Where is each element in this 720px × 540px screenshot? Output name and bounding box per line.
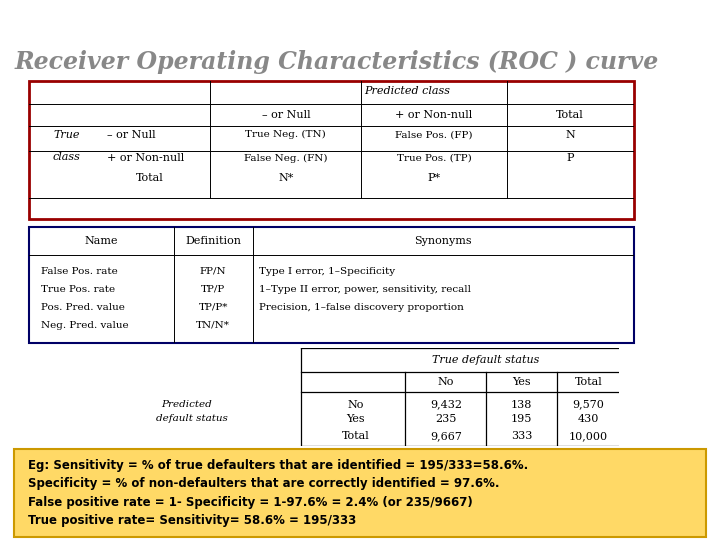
Text: True Pos. rate: True Pos. rate: [41, 285, 115, 294]
Text: P*: P*: [428, 173, 441, 183]
Text: 430: 430: [577, 414, 599, 424]
Text: TN/N*: TN/N*: [197, 321, 230, 330]
Text: No: No: [347, 400, 364, 410]
Text: – or Null: – or Null: [261, 110, 310, 120]
Text: STT592-002  Intro. to Statistical Learning: STT592-002 Intro. to Statistical Learnin…: [217, 13, 459, 26]
Text: True default status: True default status: [433, 355, 540, 365]
Text: 235: 235: [435, 414, 456, 424]
Text: Receiver Operating Characteristics (ROC ) curve: Receiver Operating Characteristics (ROC …: [14, 50, 659, 74]
Text: Predicted class: Predicted class: [364, 86, 450, 96]
Text: True Pos. (TP): True Pos. (TP): [397, 153, 472, 163]
Text: + or Non-null: + or Non-null: [107, 153, 184, 163]
Text: Total: Total: [136, 173, 163, 183]
Text: Definition: Definition: [185, 237, 241, 246]
Text: P: P: [567, 153, 574, 163]
Text: Eg: Sensitivity = % of true defaulters that are identified = 195/333=58.6%.: Eg: Sensitivity = % of true defaulters t…: [28, 458, 528, 471]
Text: 333: 333: [511, 431, 533, 441]
Text: N: N: [565, 130, 575, 140]
Text: N*: N*: [278, 173, 294, 183]
Text: Type I error, 1–Specificity: Type I error, 1–Specificity: [258, 267, 395, 276]
Text: Total: Total: [575, 377, 602, 387]
Text: Pos. Pred. value: Pos. Pred. value: [41, 303, 125, 312]
Text: 9,667: 9,667: [430, 431, 462, 441]
Text: class: class: [53, 152, 81, 163]
Text: False positive rate = 1- Specificity = 1-97.6% = 2.4% (or 235/9667): False positive rate = 1- Specificity = 1…: [28, 496, 473, 509]
Text: 39: 39: [644, 10, 667, 29]
Text: Synonyms: Synonyms: [414, 237, 472, 246]
Text: 9,432: 9,432: [430, 400, 462, 410]
Text: – or Null: – or Null: [107, 130, 156, 140]
Text: default status: default status: [156, 414, 228, 423]
Text: Name: Name: [85, 237, 118, 246]
Text: No: No: [438, 377, 454, 387]
Text: True: True: [53, 130, 79, 140]
Text: 10,000: 10,000: [569, 431, 608, 441]
Text: Neg. Pred. value: Neg. Pred. value: [41, 321, 129, 330]
Text: Total: Total: [557, 110, 584, 120]
Text: False Neg. (FN): False Neg. (FN): [244, 153, 328, 163]
Text: 9,570: 9,570: [572, 400, 604, 410]
Text: 1–Type II error, power, sensitivity, recall: 1–Type II error, power, sensitivity, rec…: [258, 285, 471, 294]
Text: + or Non-null: + or Non-null: [395, 110, 472, 120]
Text: FP/N: FP/N: [200, 267, 227, 276]
Text: False Pos. rate: False Pos. rate: [41, 267, 117, 276]
Text: 195: 195: [511, 414, 533, 424]
Text: Total: Total: [341, 431, 369, 441]
Text: TP/P: TP/P: [201, 285, 225, 294]
Text: Predicted: Predicted: [161, 400, 212, 409]
Text: Specificity = % of non-defaulters that are correctly identified = 97.6%.: Specificity = % of non-defaulters that a…: [28, 477, 500, 490]
Text: True Neg. (TN): True Neg. (TN): [246, 130, 326, 139]
Text: TP/P*: TP/P*: [199, 303, 228, 312]
Text: Precision, 1–false discovery proportion: Precision, 1–false discovery proportion: [258, 303, 464, 312]
Text: 138: 138: [511, 400, 533, 410]
Text: False Pos. (FP): False Pos. (FP): [395, 130, 473, 139]
Text: True positive rate= Sensitivity= 58.6% = 195/333: True positive rate= Sensitivity= 58.6% =…: [28, 514, 356, 527]
Text: Yes: Yes: [346, 414, 365, 424]
Text: Yes: Yes: [513, 377, 531, 387]
